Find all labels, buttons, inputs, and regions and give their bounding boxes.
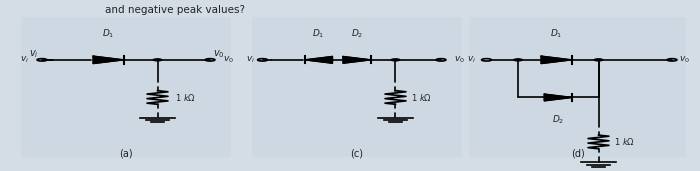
Text: $v_i$: $v_i$ xyxy=(20,55,29,65)
Text: $D_2$: $D_2$ xyxy=(351,28,363,41)
Text: (d): (d) xyxy=(570,149,584,159)
Text: $v_0$: $v_0$ xyxy=(223,55,234,65)
Circle shape xyxy=(594,59,603,61)
Text: $v_0$: $v_0$ xyxy=(454,55,465,65)
Text: $D_2$: $D_2$ xyxy=(552,113,564,126)
Text: $v_0$: $v_0$ xyxy=(679,55,690,65)
Circle shape xyxy=(514,59,522,61)
Polygon shape xyxy=(343,56,371,63)
Text: (a): (a) xyxy=(119,149,133,159)
Text: (c): (c) xyxy=(351,149,363,159)
FancyBboxPatch shape xyxy=(21,17,231,157)
Circle shape xyxy=(391,59,400,61)
Text: $D_1$: $D_1$ xyxy=(312,28,325,41)
Text: $v_i$: $v_i$ xyxy=(246,55,256,65)
Text: $v_i$: $v_i$ xyxy=(29,48,38,60)
Text: $v_i$: $v_i$ xyxy=(467,55,476,65)
Text: $D_1$: $D_1$ xyxy=(102,28,115,41)
Polygon shape xyxy=(545,94,573,101)
Text: $1\ k\Omega$: $1\ k\Omega$ xyxy=(175,92,196,103)
Text: $v_0$: $v_0$ xyxy=(214,48,225,60)
Text: $1\ k\Omega$: $1\ k\Omega$ xyxy=(614,136,635,147)
Polygon shape xyxy=(541,56,572,64)
Circle shape xyxy=(153,59,162,61)
Text: $D_1$: $D_1$ xyxy=(550,28,563,41)
FancyBboxPatch shape xyxy=(469,17,686,157)
Text: and negative peak values?: and negative peak values? xyxy=(105,5,245,15)
Polygon shape xyxy=(93,56,124,64)
FancyBboxPatch shape xyxy=(252,17,462,157)
Text: $1\ k\Omega$: $1\ k\Omega$ xyxy=(411,92,432,103)
Polygon shape xyxy=(304,56,332,63)
